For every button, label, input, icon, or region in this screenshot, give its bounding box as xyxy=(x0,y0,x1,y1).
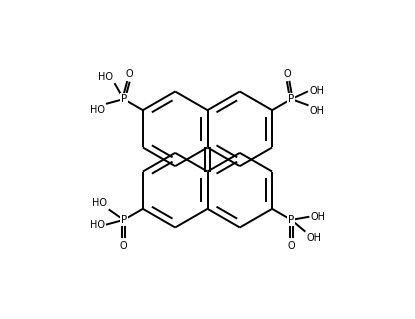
Text: O: O xyxy=(120,241,127,251)
Text: P: P xyxy=(288,215,294,225)
Text: OH: OH xyxy=(309,86,324,96)
Text: P: P xyxy=(121,94,127,104)
Text: HO: HO xyxy=(93,198,107,208)
Text: HO: HO xyxy=(90,220,105,230)
Text: HO: HO xyxy=(98,72,113,82)
Text: O: O xyxy=(125,70,133,79)
Text: OH: OH xyxy=(307,233,322,243)
Text: O: O xyxy=(284,69,291,79)
Text: OH: OH xyxy=(310,212,326,222)
Text: P: P xyxy=(288,94,294,104)
Text: HO: HO xyxy=(90,105,105,115)
Text: OH: OH xyxy=(310,106,325,116)
Text: O: O xyxy=(288,241,295,251)
Text: P: P xyxy=(121,215,127,225)
